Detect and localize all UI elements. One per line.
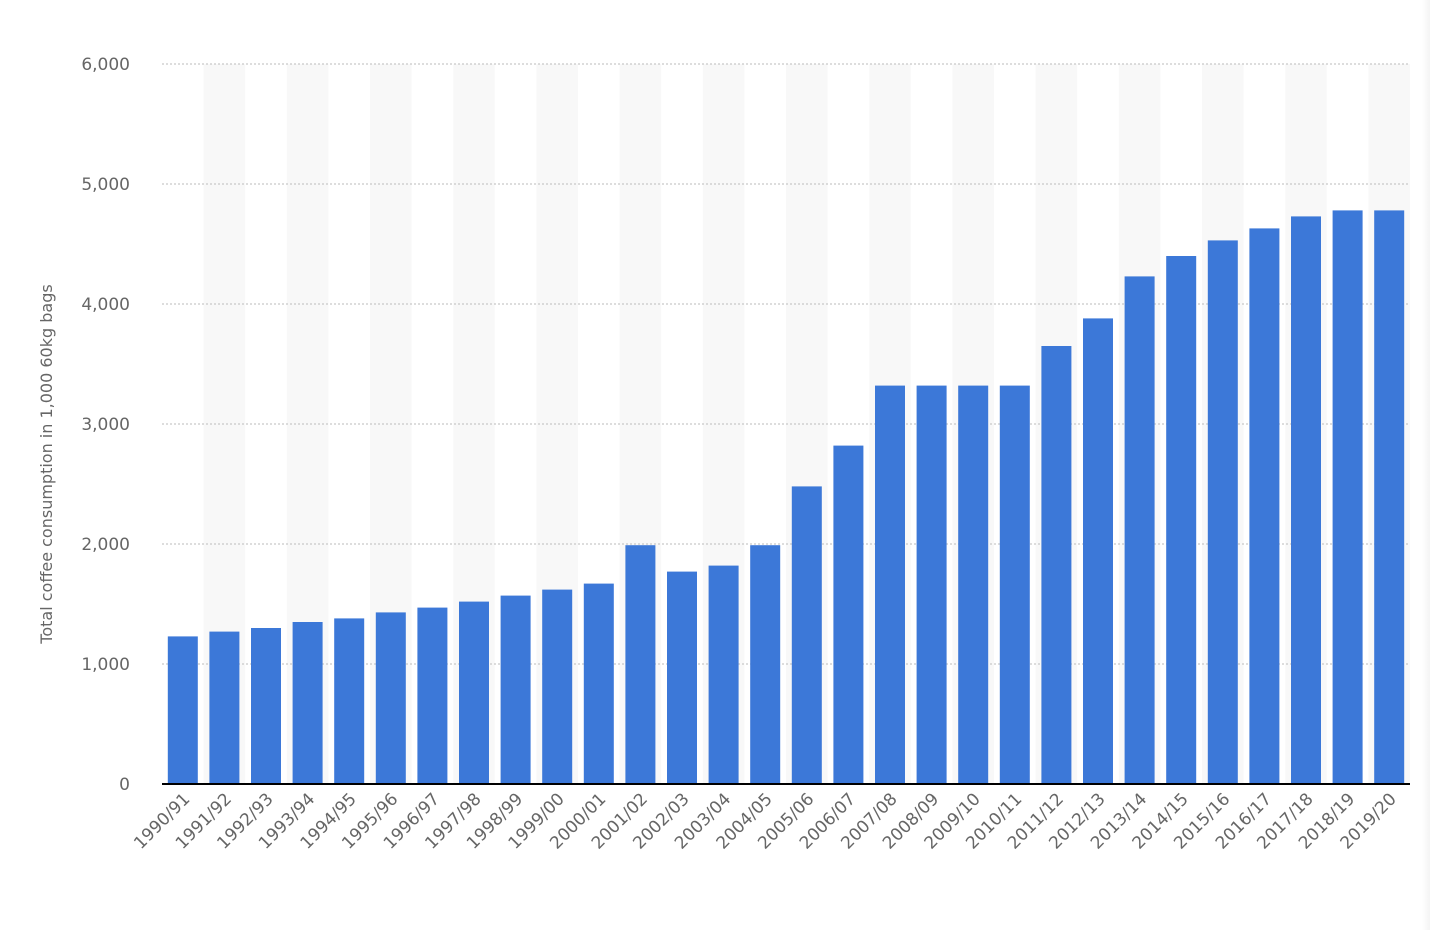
bar[interactable] <box>833 445 864 784</box>
y-tick-label: 2,000 <box>81 535 130 555</box>
bar[interactable] <box>667 571 697 784</box>
bar[interactable] <box>916 385 947 784</box>
bar[interactable] <box>1124 276 1155 784</box>
bar[interactable] <box>625 545 656 784</box>
y-axis-title: Total coffee consumption in 1,000 60kg b… <box>37 284 56 644</box>
bar[interactable] <box>542 589 573 784</box>
bar[interactable] <box>417 607 448 784</box>
bar[interactable] <box>375 612 406 784</box>
y-tick-label: 3,000 <box>81 415 130 435</box>
bar[interactable] <box>999 385 1030 784</box>
gridlines <box>162 63 1410 665</box>
bar[interactable] <box>1083 318 1113 784</box>
bar[interactable] <box>334 618 365 784</box>
bar[interactable] <box>1291 216 1321 784</box>
bar[interactable] <box>1041 346 1072 784</box>
bar[interactable] <box>209 631 240 784</box>
bar[interactable] <box>791 486 822 784</box>
y-tick-label: 1,000 <box>81 655 130 675</box>
bar[interactable] <box>1166 256 1197 784</box>
x-axis-ticks: 1990/911991/921992/931993/941994/951995/… <box>130 789 1400 853</box>
bar[interactable] <box>1249 228 1280 784</box>
bar[interactable] <box>167 636 198 784</box>
bar[interactable] <box>875 385 905 784</box>
bar[interactable] <box>459 601 489 784</box>
bar[interactable] <box>500 595 531 784</box>
bar[interactable] <box>251 628 281 784</box>
y-tick-label: 0 <box>119 775 130 795</box>
y-tick-label: 5,000 <box>81 175 130 195</box>
right-edge-shadow <box>1422 0 1430 930</box>
bar[interactable] <box>583 583 614 784</box>
bar[interactable] <box>1332 210 1363 784</box>
y-tick-label: 4,000 <box>81 295 130 315</box>
y-tick-label: 6,000 <box>81 55 130 75</box>
bars <box>167 210 1405 784</box>
bar[interactable] <box>708 565 739 784</box>
bar[interactable] <box>1207 240 1238 784</box>
y-axis-ticks: 0 1,000 2,000 3,000 4,000 5,000 6,000 <box>81 55 130 795</box>
bar[interactable] <box>1374 210 1405 784</box>
bar[interactable] <box>750 545 781 784</box>
bar[interactable] <box>958 385 989 784</box>
bar[interactable] <box>292 622 323 784</box>
